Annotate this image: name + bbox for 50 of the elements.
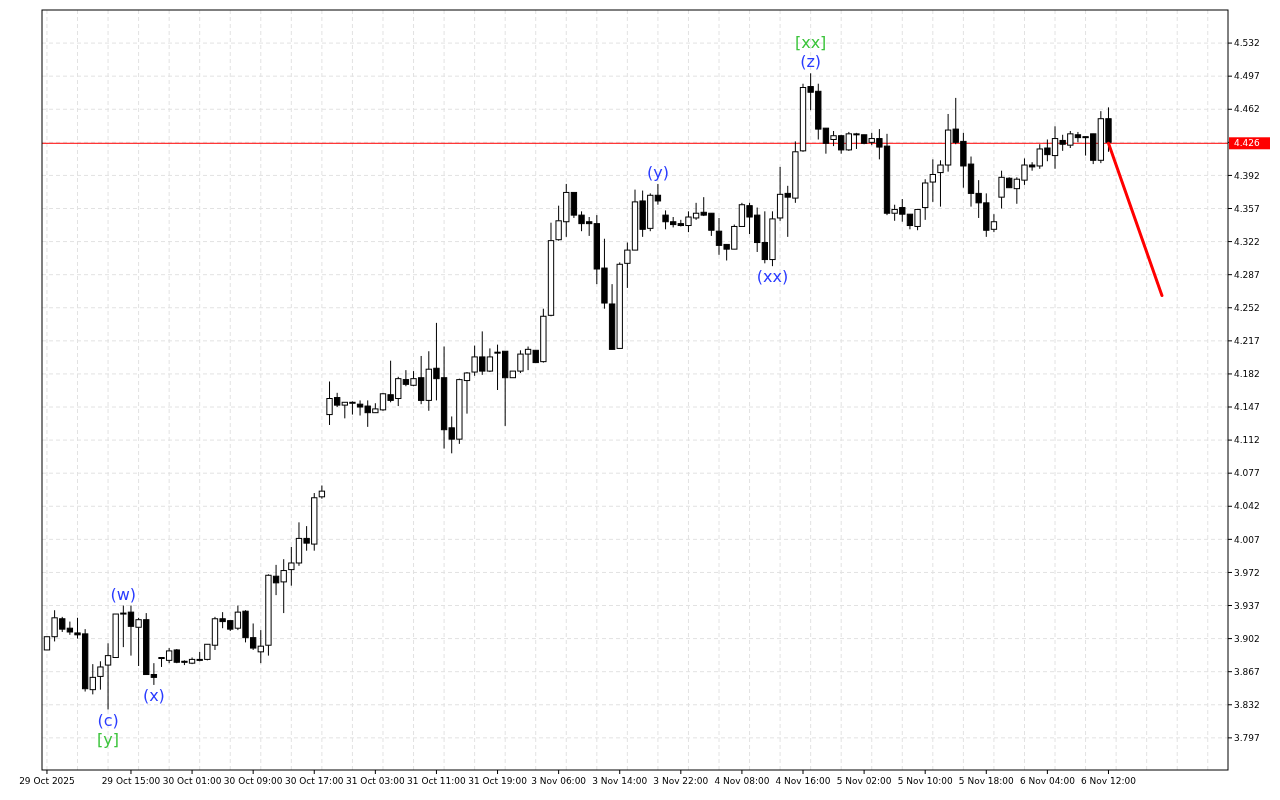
- x-tick-label: 29 Oct 2025: [19, 776, 75, 786]
- annotation: [xx]: [794, 33, 827, 53]
- y-tick-label: 4.007: [1234, 534, 1260, 545]
- y-tick-label: 4.497: [1234, 71, 1260, 82]
- y-tick-label: 4.322: [1234, 236, 1260, 247]
- x-tick-label: 5 Nov 18:00: [958, 776, 1015, 786]
- y-tick-label: 3.867: [1234, 666, 1260, 677]
- y-tick-label: 4.462: [1234, 104, 1260, 115]
- annotation: (w): [110, 584, 137, 604]
- y-tick-label: 3.902: [1234, 633, 1260, 644]
- y-tick-label: 3.832: [1234, 699, 1260, 710]
- y-tick-label: 4.147: [1234, 402, 1260, 413]
- annotation: (c): [97, 710, 119, 730]
- x-tick-label: 30 Oct 01:00: [162, 776, 222, 786]
- annotation: [y]: [97, 729, 120, 749]
- y-tick-label: 4.287: [1234, 269, 1260, 280]
- y-tick-label: 4.112: [1234, 435, 1260, 446]
- x-tick-label: 30 Oct 09:00: [223, 776, 283, 786]
- x-tick-label: 4 Nov 08:00: [714, 776, 770, 786]
- y-tick-label: 4.042: [1234, 501, 1260, 512]
- ref-line-label: 4.426: [1234, 138, 1261, 149]
- annotation: (x): [142, 685, 165, 705]
- x-tick-label: 31 Oct 19:00: [468, 776, 528, 786]
- y-tick-label: 4.182: [1234, 369, 1260, 380]
- y-tick-label: 4.252: [1234, 302, 1260, 313]
- x-tick-label: 6 Nov 04:00: [1019, 776, 1076, 786]
- x-tick-label: 30 Oct 17:00: [284, 776, 344, 786]
- candlestick: [318, 484, 326, 500]
- x-tick-label: 29 Oct 15:00: [101, 776, 161, 786]
- y-tick-label: 4.357: [1234, 203, 1260, 214]
- x-tick-label: 3 Nov 22:00: [653, 776, 709, 786]
- candlestick: [97, 660, 104, 691]
- x-tick-label: 31 Oct 03:00: [346, 776, 405, 786]
- y-tick-label: 4.532: [1234, 38, 1260, 49]
- x-tick-label: 6 Nov 12:00: [1081, 776, 1137, 786]
- x-tick-label: 3 Nov 14:00: [592, 776, 648, 786]
- annotation: (xx): [756, 267, 789, 287]
- x-tick-label: 4 Nov 16:00: [775, 776, 831, 786]
- x-tick-label: 5 Nov 02:00: [836, 776, 892, 786]
- annotation: (z): [800, 52, 822, 72]
- y-tick-label: 3.972: [1234, 567, 1260, 578]
- y-tick-label: 3.937: [1234, 600, 1260, 611]
- y-tick-label: 4.077: [1234, 468, 1260, 479]
- x-tick-label: 31 Oct 11:00: [407, 776, 467, 786]
- x-tick-label: 3 Nov 06:00: [531, 776, 587, 786]
- x-tick-label: 5 Nov 10:00: [897, 776, 953, 786]
- y-tick-label: 4.217: [1234, 336, 1260, 346]
- y-tick-label: 3.797: [1234, 733, 1260, 744]
- annotation: (y): [646, 162, 669, 182]
- y-tick-label: 4.392: [1234, 170, 1260, 181]
